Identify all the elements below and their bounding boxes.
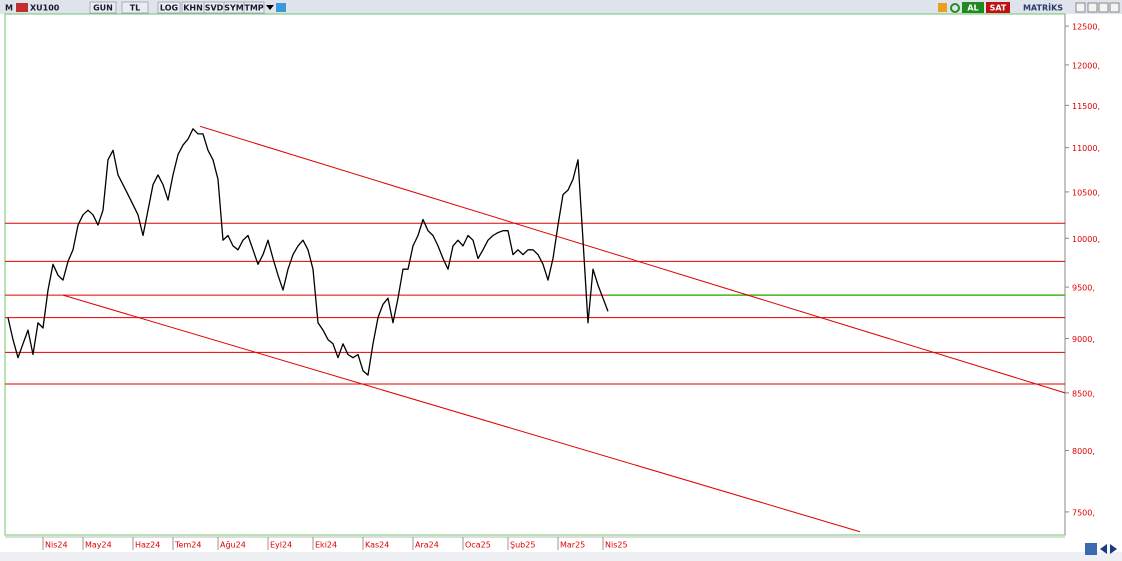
share-icon[interactable] <box>276 3 286 12</box>
x-tick-label: Şub25 <box>510 541 535 550</box>
close-button[interactable] <box>1109 2 1120 13</box>
y-tick-label: 8500, <box>1072 389 1095 398</box>
toolbar-button[interactable] <box>121 1 149 14</box>
x-tick-label: Nis24 <box>45 541 68 550</box>
x-tick-label: Ara24 <box>415 541 439 550</box>
x-tick-label: Mar25 <box>560 541 585 550</box>
refresh-icon[interactable] <box>950 3 960 13</box>
x-tick-label: May24 <box>85 541 112 550</box>
x-tick-label: Nis25 <box>605 541 628 550</box>
y-tick-label: 9000, <box>1072 335 1095 344</box>
y-tick-label: 11000, <box>1072 144 1100 153</box>
y-tick-label: 11500, <box>1072 102 1100 111</box>
y-tick-label: 12500, <box>1072 23 1100 32</box>
price-line <box>7 128 609 376</box>
symbol[interactable]: XU100 <box>30 4 60 13</box>
sell-label[interactable]: SAT <box>990 4 1007 13</box>
x-tick-label: Haz24 <box>135 541 160 550</box>
x-tick-label: Tem24 <box>174 541 201 550</box>
buy-label[interactable]: AL <box>967 4 978 13</box>
scroll-left[interactable] <box>1100 544 1107 554</box>
toolbar-button-label[interactable]: KHN <box>183 4 203 13</box>
toolbar-button-label[interactable]: TMP <box>244 4 263 13</box>
trendline <box>62 294 861 533</box>
toolbar-button-label[interactable]: SYM <box>224 4 244 13</box>
toolbar-button-label[interactable]: SVD <box>205 4 224 13</box>
help-button[interactable] <box>1075 2 1086 13</box>
scroll-right[interactable] <box>1110 544 1117 554</box>
y-tick-label: 10000, <box>1072 235 1100 244</box>
toolbar-buttons: GUN TL LOG KHN SVD SYM TMP <box>89 1 265 14</box>
x-tick-label: Eki24 <box>315 541 337 550</box>
plot-area <box>4 13 1066 536</box>
y-tick-label: 7500, <box>1072 508 1095 517</box>
y-tick-label: 12000, <box>1072 61 1100 70</box>
logo: M <box>5 4 13 13</box>
x-tick-label: Kas24 <box>365 541 389 550</box>
brand: MATRİKS <box>1023 3 1063 13</box>
toolbar-button-label[interactable]: TL <box>130 4 141 13</box>
tool-button[interactable] <box>1085 543 1097 555</box>
x-tick-label: Eyl24 <box>270 541 292 550</box>
toolbar-button[interactable] <box>243 1 265 14</box>
x-tick-label: Ağu24 <box>220 541 246 550</box>
y-tick-label: 8000, <box>1072 447 1095 456</box>
toolbar-button-label[interactable]: GUN <box>93 4 113 13</box>
y-tick-label: 9500, <box>1072 284 1095 293</box>
minimize-button[interactable] <box>1087 2 1098 13</box>
plot-layer: 7500, 8000, 8500, 9000, 9500, 10000, 10500, 110… <box>5 23 1100 550</box>
symbol-icon <box>16 3 28 12</box>
buy-button[interactable] <box>962 2 984 13</box>
toolbar-button[interactable] <box>89 1 117 14</box>
toolbar-button-label[interactable]: LOG <box>160 4 178 13</box>
x-tick-label: Oca25 <box>465 541 491 550</box>
scrollbar[interactable] <box>0 552 1122 561</box>
trendline <box>199 125 1066 394</box>
y-tick-label: 10500, <box>1072 188 1100 197</box>
sell-button[interactable] <box>986 2 1010 13</box>
dropdown-icon[interactable] <box>266 5 274 10</box>
maximize-button[interactable] <box>1098 2 1109 13</box>
toolbar-button[interactable] <box>157 1 181 14</box>
flash-icon[interactable] <box>938 3 947 12</box>
